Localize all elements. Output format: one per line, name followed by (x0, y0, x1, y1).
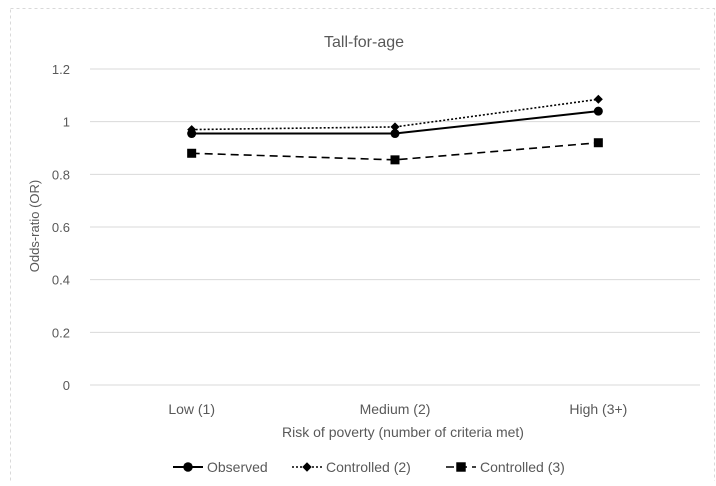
legend-label: Controlled (3) (480, 459, 565, 475)
y-tick-label: 0.4 (52, 273, 70, 288)
legend-item: Controlled (2) (292, 459, 411, 475)
series-2 (187, 94, 603, 135)
data-point (593, 94, 603, 104)
x-axis-label: Risk of poverty (number of criteria met) (282, 424, 524, 440)
series-3 (187, 138, 603, 165)
legend: Observed Controlled (2) Controlled (3) (173, 459, 565, 475)
data-point (390, 155, 400, 165)
series-group (187, 94, 603, 165)
y-tick-label: 0.8 (52, 167, 70, 182)
series-line (191, 98, 599, 131)
y-axis-label: Odds-ratio (OR) (27, 180, 42, 272)
y-axis-ticks: 0 0.2 0.4 0.6 0.8 1 1.2 (52, 62, 70, 393)
data-point (390, 129, 400, 139)
x-tick-label: Medium (2) (360, 401, 431, 417)
legend-marker (183, 462, 193, 472)
data-point (187, 125, 197, 135)
data-point (593, 106, 603, 116)
series-1 (187, 106, 603, 139)
legend-item: Controlled (3) (446, 459, 565, 475)
chart-title: Tall-for-age (324, 34, 404, 51)
y-tick-label: 0.2 (52, 325, 70, 340)
y-tick-label: 1.2 (52, 62, 70, 77)
legend-marker (302, 462, 312, 472)
legend-marker (456, 462, 466, 472)
x-tick-label: Low (1) (168, 401, 215, 417)
legend-item: Observed (173, 459, 268, 475)
x-tick-label: High (3+) (569, 401, 627, 417)
data-point (593, 138, 603, 148)
legend-label: Controlled (2) (326, 459, 411, 475)
legend-label: Observed (207, 459, 268, 475)
y-tick-label: 0.6 (52, 220, 70, 235)
x-axis-ticks: Low (1) Medium (2) High (3+) (168, 401, 627, 417)
series-line (191, 141, 599, 161)
y-tick-label: 1 (63, 115, 70, 130)
gridlines (90, 68, 700, 386)
data-point (187, 148, 197, 158)
y-tick-label: 0 (63, 378, 70, 393)
data-point (390, 122, 400, 132)
chart-frame (10, 8, 715, 486)
